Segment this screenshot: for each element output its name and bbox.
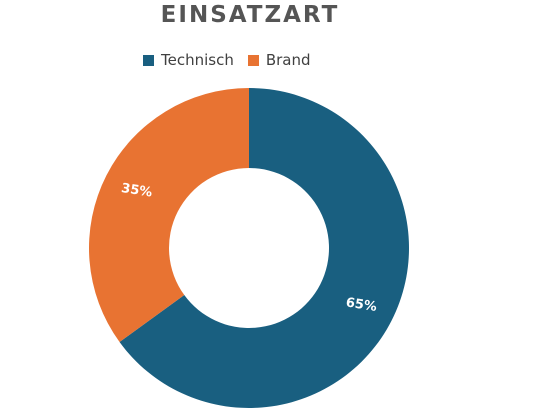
slice-brand	[88, 87, 249, 343]
legend: Technisch Brand	[143, 51, 325, 69]
legend-label-technisch: Technisch	[161, 51, 234, 69]
slice-label-technisch: 65%	[345, 295, 378, 315]
legend-swatch-brand	[247, 54, 259, 66]
chart-title: EINSATZART	[160, 2, 340, 28]
slice-label-brand: 35%	[120, 181, 153, 201]
legend-item-technisch: Technisch	[143, 51, 234, 69]
slice-technisch	[119, 88, 409, 408]
legend-swatch-technisch	[143, 54, 154, 66]
legend-item-brand: Brand	[247, 51, 311, 69]
legend-label-brand: Brand	[265, 51, 311, 69]
